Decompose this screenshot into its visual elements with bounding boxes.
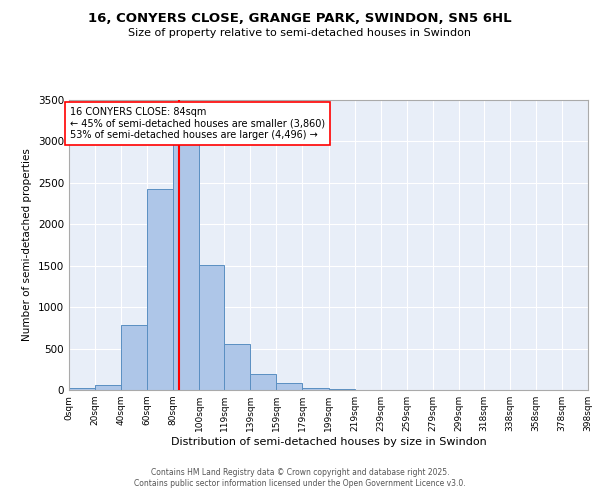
- Bar: [250, 374, 277, 390]
- Text: 16 CONYERS CLOSE: 84sqm
← 45% of semi-detached houses are smaller (3,860)
53% of: 16 CONYERS CLOSE: 84sqm ← 45% of semi-de…: [70, 106, 325, 140]
- Bar: [224, 344, 250, 390]
- Bar: [69, 388, 95, 390]
- Text: 16, CONYERS CLOSE, GRANGE PARK, SWINDON, SN5 6HL: 16, CONYERS CLOSE, GRANGE PARK, SWINDON,…: [88, 12, 512, 26]
- Bar: [95, 385, 121, 390]
- Bar: [277, 383, 302, 390]
- Bar: [147, 188, 173, 390]
- Bar: [199, 265, 224, 390]
- Bar: [121, 326, 147, 390]
- Y-axis label: Number of semi-detached properties: Number of semi-detached properties: [22, 148, 32, 342]
- Bar: [329, 389, 355, 390]
- Text: Contains HM Land Registry data © Crown copyright and database right 2025.
Contai: Contains HM Land Registry data © Crown c…: [134, 468, 466, 487]
- X-axis label: Distribution of semi-detached houses by size in Swindon: Distribution of semi-detached houses by …: [170, 437, 487, 447]
- Bar: [173, 142, 199, 390]
- Bar: [302, 388, 329, 390]
- Text: Size of property relative to semi-detached houses in Swindon: Size of property relative to semi-detach…: [128, 28, 472, 38]
